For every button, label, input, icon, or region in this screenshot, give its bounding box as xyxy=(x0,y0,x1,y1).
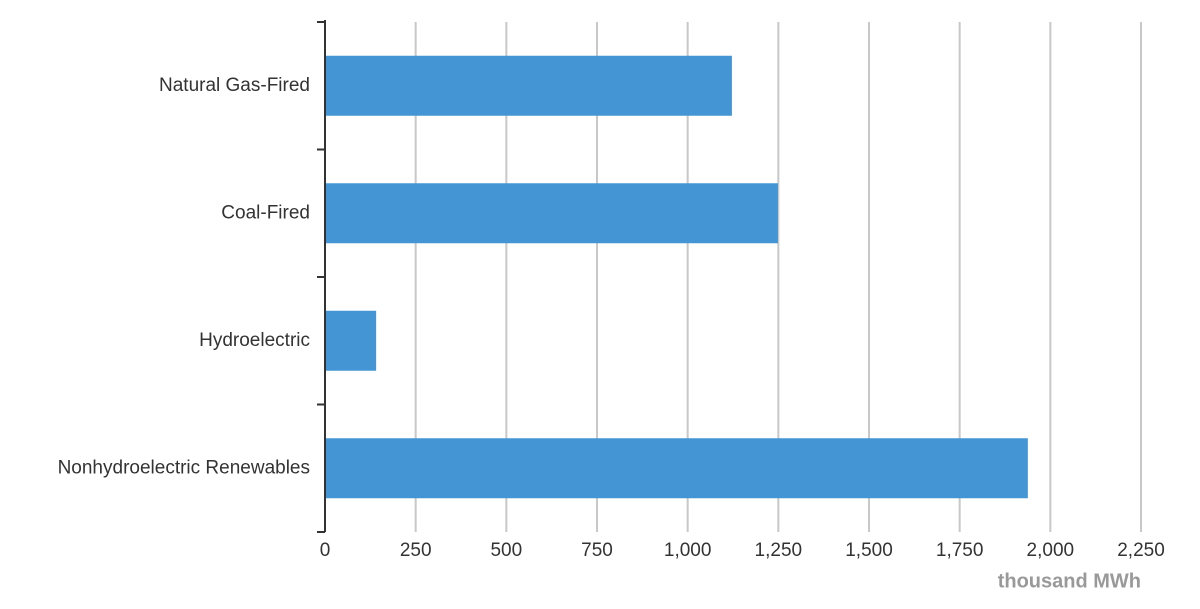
x-tick-label: 1,750 xyxy=(936,540,984,561)
x-tick-label: 500 xyxy=(490,540,522,561)
bar xyxy=(325,55,732,116)
x-tick-label: 1,500 xyxy=(845,540,893,561)
bar xyxy=(325,310,377,371)
y-tick-label: Natural Gas-Fired xyxy=(159,75,310,96)
bar xyxy=(325,438,1028,499)
x-tick-label: 2,000 xyxy=(1027,540,1075,561)
y-tick-label: Hydroelectric xyxy=(199,330,310,351)
x-tick-label: 250 xyxy=(400,540,432,561)
x-tick-label: 1,250 xyxy=(755,540,803,561)
bar xyxy=(325,183,778,244)
x-axis-title: thousand MWh xyxy=(998,570,1141,592)
y-tick-label: Nonhydroelectric Renewables xyxy=(58,457,310,478)
x-tick-label: 2,250 xyxy=(1117,540,1165,561)
x-tick-label: 750 xyxy=(581,540,613,561)
y-tick-label: Coal-Fired xyxy=(221,202,310,223)
x-tick-label: 1,000 xyxy=(664,540,712,561)
x-tick-label: 0 xyxy=(320,540,331,561)
